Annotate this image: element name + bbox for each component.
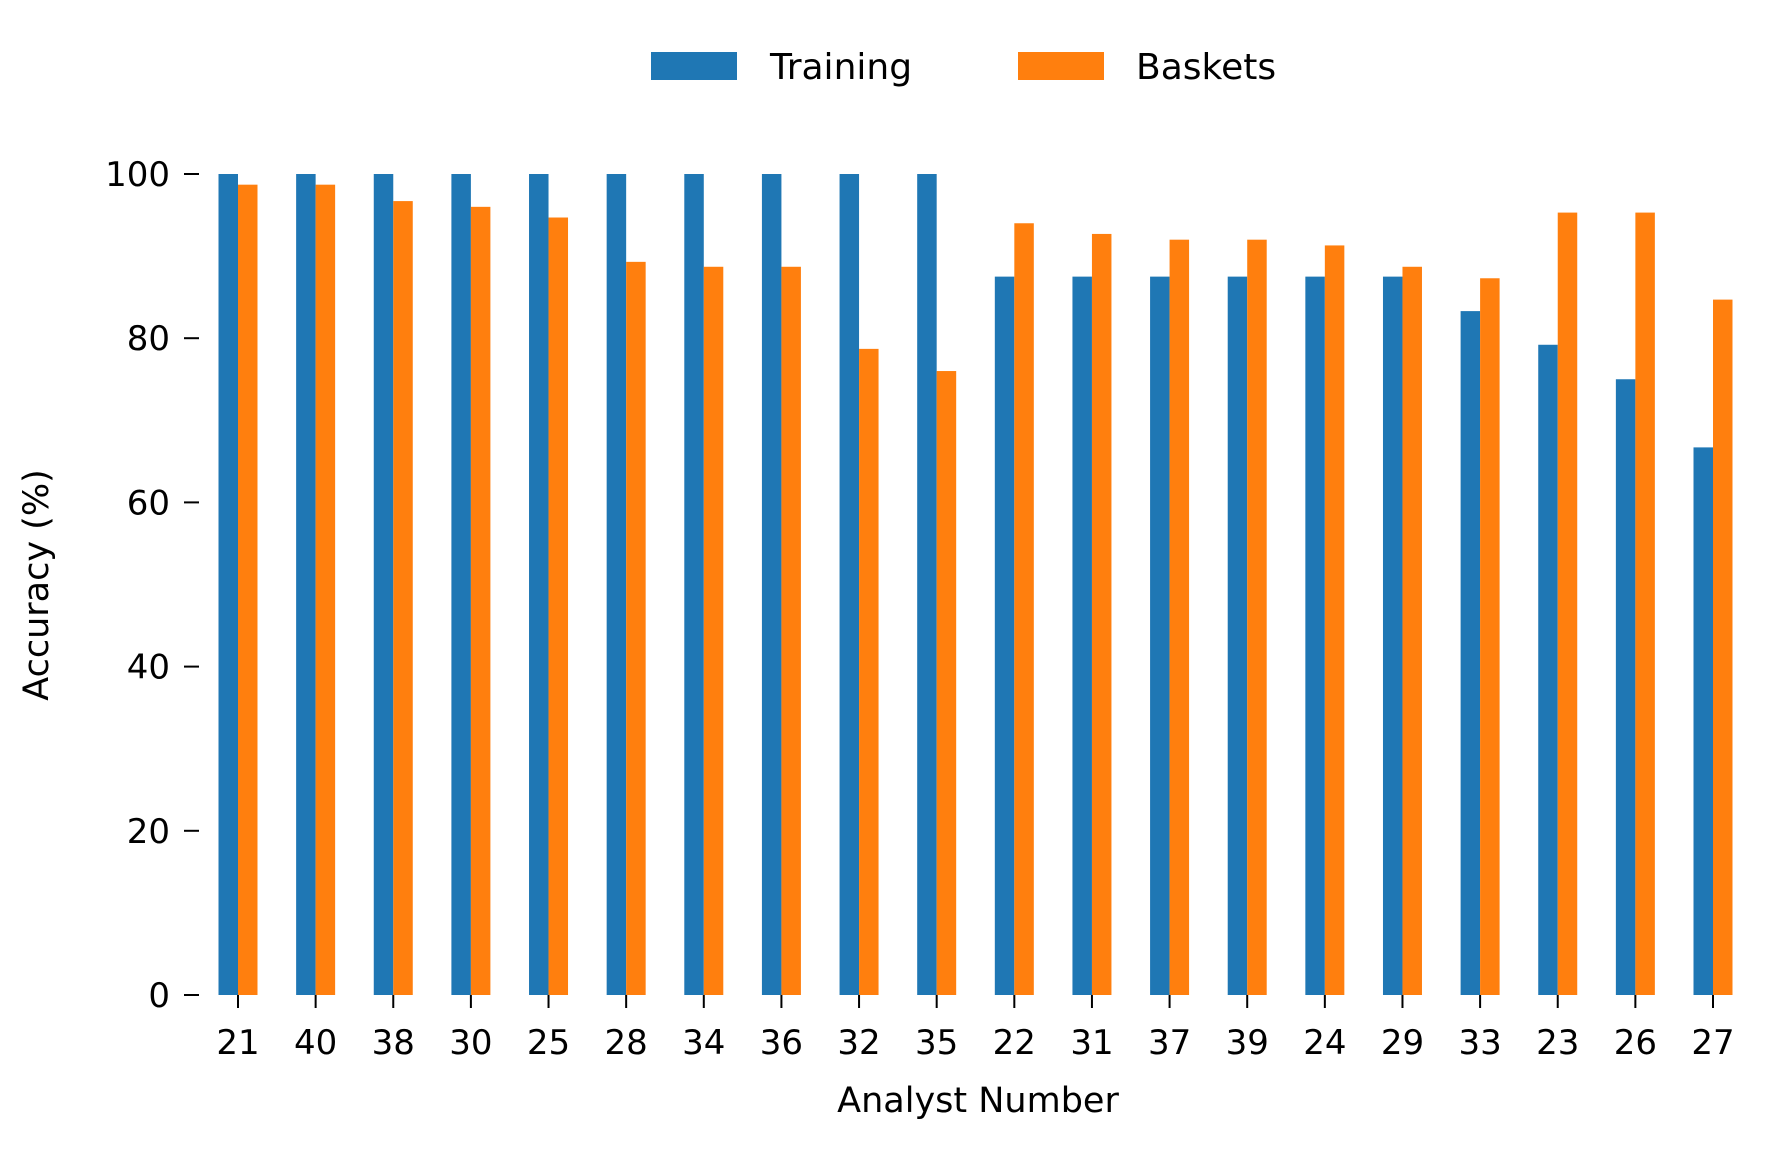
x-tick-label: 26 — [1614, 1023, 1657, 1063]
x-tick-label: 37 — [1148, 1023, 1191, 1063]
bar-training-39 — [1227, 276, 1248, 995]
bar-training-32 — [839, 174, 860, 995]
legend-label: Baskets — [1136, 47, 1276, 88]
y-axis-label: Accuracy (%) — [17, 469, 57, 700]
x-tick-label: 31 — [1070, 1023, 1113, 1063]
legend-item-training: Training — [651, 47, 912, 88]
bar-baskets-34 — [703, 266, 724, 995]
bar-training-33 — [1460, 311, 1481, 995]
bar-baskets-27 — [1713, 299, 1733, 995]
bar-baskets-39 — [1247, 239, 1267, 995]
bar-baskets-30 — [470, 206, 491, 996]
bar-baskets-33 — [1480, 278, 1500, 996]
bars — [218, 174, 1733, 996]
y-axis: Accuracy (%) 0 20 40 60 80 100 — [17, 155, 199, 1016]
y-tick-label: 100 — [105, 155, 170, 195]
x-axis: Analyst Number 21 40 38 30 25 28 34 36 32 35 22 31 3… — [216, 995, 1735, 1121]
x-tick-label: 34 — [682, 1023, 725, 1063]
bar-baskets-25 — [548, 217, 569, 995]
x-tick-label: 36 — [760, 1023, 803, 1063]
y-tick-label: 0 — [148, 976, 170, 1016]
x-tick-label: 40 — [294, 1023, 337, 1063]
legend-label: Training — [769, 47, 912, 88]
x-tick-label: 25 — [527, 1023, 570, 1063]
x-tick-label: 33 — [1458, 1023, 1501, 1063]
bar-baskets-32 — [859, 348, 879, 995]
bar-baskets-35 — [936, 371, 957, 995]
bar-training-23 — [1538, 344, 1558, 995]
bar-baskets-22 — [1014, 223, 1034, 995]
legend-item-baskets: Baskets — [1018, 47, 1276, 88]
y-tick-label: 40 — [127, 648, 170, 688]
bar-baskets-31 — [1091, 233, 1112, 996]
y-tick-label: 20 — [127, 812, 170, 852]
bar-training-28 — [606, 174, 627, 995]
bar-training-22 — [994, 276, 1015, 995]
bar-training-36 — [761, 174, 782, 995]
x-tick-label: 24 — [1303, 1023, 1346, 1063]
bar-training-27 — [1693, 447, 1713, 995]
bar-baskets-21 — [238, 184, 258, 996]
bar-training-30 — [451, 174, 471, 995]
bar-baskets-36 — [781, 266, 801, 995]
bar-training-37 — [1150, 276, 1170, 995]
x-tick-label: 23 — [1536, 1023, 1579, 1063]
bar-baskets-26 — [1635, 212, 1655, 995]
legend: Training Baskets — [651, 47, 1276, 88]
x-tick-label: 32 — [837, 1023, 880, 1063]
bar-baskets-37 — [1169, 239, 1190, 995]
bar-training-35 — [917, 174, 937, 995]
x-tick-label: 21 — [216, 1023, 259, 1063]
x-tick-label: 35 — [915, 1023, 958, 1063]
bar-baskets-29 — [1402, 266, 1422, 995]
bar-baskets-40 — [315, 184, 336, 996]
y-tick-label: 80 — [127, 319, 170, 359]
bar-training-40 — [296, 174, 316, 995]
legend-swatch — [1018, 52, 1104, 80]
bar-training-29 — [1382, 276, 1403, 995]
legend-swatch — [651, 52, 737, 80]
x-tick-label: 27 — [1691, 1023, 1734, 1063]
x-tick-label: 29 — [1381, 1023, 1424, 1063]
bar-baskets-38 — [393, 201, 413, 995]
x-tick-label: 39 — [1226, 1023, 1269, 1063]
y-tick-label: 60 — [127, 483, 170, 523]
x-tick-label: 38 — [372, 1023, 415, 1063]
bar-training-21 — [218, 174, 238, 995]
bar-training-24 — [1305, 276, 1325, 995]
bar-training-26 — [1615, 379, 1636, 995]
bar-baskets-28 — [626, 261, 646, 995]
x-tick-label: 28 — [605, 1023, 648, 1063]
bar-baskets-23 — [1557, 212, 1578, 995]
bar-training-25 — [529, 174, 549, 995]
x-tick-label: 30 — [449, 1023, 492, 1063]
bar-training-31 — [1072, 276, 1092, 995]
bar-training-34 — [684, 174, 704, 995]
bar-baskets-24 — [1324, 245, 1345, 995]
bar-training-38 — [373, 174, 394, 995]
x-axis-label: Analyst Number — [837, 1081, 1119, 1121]
x-tick-label: 22 — [993, 1023, 1036, 1063]
